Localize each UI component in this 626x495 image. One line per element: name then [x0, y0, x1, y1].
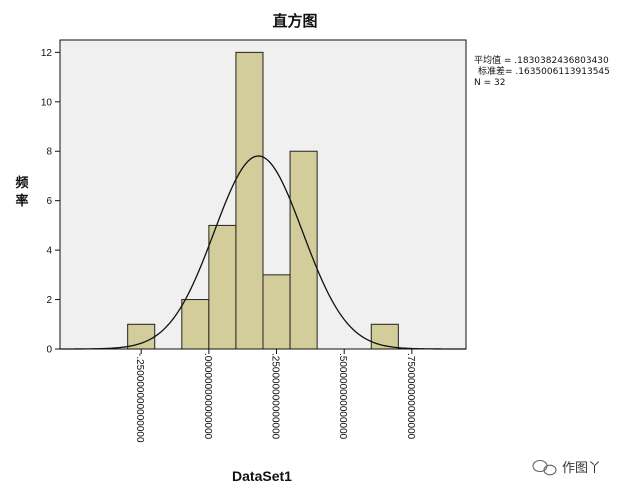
- stat-n: N = 32: [474, 78, 505, 88]
- histogram-bar-2: [181, 299, 210, 350]
- y-tick-label-0: 0: [46, 345, 52, 356]
- x-tick-label-4: .500000000000000: [337, 353, 348, 440]
- watermark-text: 作图丫: [562, 461, 601, 476]
- y-tick-label-4: 4: [46, 246, 52, 257]
- histogram-bars: [127, 51, 399, 350]
- y-axis-ticks: 0 2 4 6 8 10 12: [41, 48, 60, 356]
- stats-box: 平均值 = .1830382436803430 标准差= .1635006113…: [474, 54, 610, 88]
- x-axis-ticks: -.250000000000000 .000000000000000 .250000…: [134, 349, 416, 443]
- histogram-bar-7: [370, 323, 399, 350]
- histogram-bar-4: [235, 51, 264, 350]
- stat-std: 标准差= .1635006113913545: [478, 65, 610, 77]
- wechat-icon: [532, 459, 557, 476]
- x-tick-label-3: .250000000000000: [270, 353, 281, 440]
- normal-curve: [60, 155, 466, 350]
- y-axis-label: 频 率: [15, 175, 28, 209]
- y-tick-label-8: 8: [46, 147, 52, 158]
- y-tick-label-10: 10: [41, 97, 53, 108]
- histogram-bar-6: [289, 150, 318, 350]
- y-tick-label-12: 12: [41, 48, 53, 59]
- watermark: 作图丫: [532, 459, 601, 476]
- x-tick-label-2: .000000000000000: [202, 353, 213, 440]
- stat-mean: 平均值 = .1830382436803430: [474, 54, 609, 66]
- y-axis-label-char-2: 率: [15, 193, 28, 209]
- histogram-bar-3: [208, 224, 237, 350]
- x-tick-label-1: -.250000000000000: [134, 353, 145, 443]
- y-tick-label-2: 2: [46, 295, 52, 306]
- histogram-bar-5: [262, 274, 291, 350]
- y-tick-label-6: 6: [46, 196, 52, 207]
- x-axis-label: DataSet1: [232, 468, 292, 484]
- x-tick-label-5: .750000000000000: [405, 353, 416, 440]
- chart-title: 直方图: [272, 12, 317, 30]
- y-axis-label-char-1: 频: [15, 175, 28, 191]
